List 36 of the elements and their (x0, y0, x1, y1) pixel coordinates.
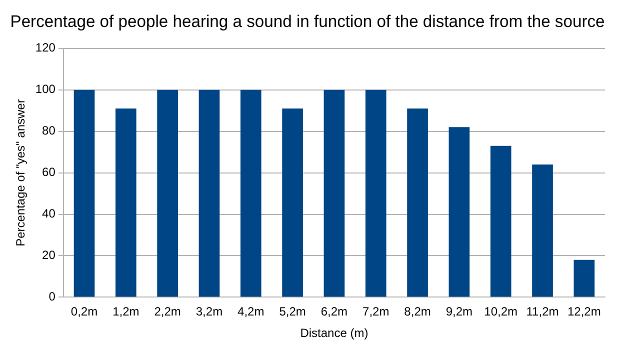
bar (324, 90, 345, 297)
chart-title: Percentage of people hearing a sound in function of the distance from the source (10, 12, 605, 31)
bar (74, 90, 95, 297)
y-tick-label: 20 (42, 248, 56, 262)
bar (365, 90, 386, 297)
x-tick-label: 2,2m (154, 304, 181, 319)
x-tick-label: 5,2m (279, 304, 306, 319)
bar (448, 127, 470, 297)
x-tick-label: 12,2m (567, 304, 601, 319)
x-tick-label: 4,2m (238, 304, 264, 319)
bar (490, 146, 512, 297)
y-tick-label: 120 (35, 40, 56, 55)
y-tick-label: 80 (42, 124, 56, 138)
bar (532, 164, 553, 297)
bar (574, 260, 595, 297)
x-tick-label: 8,2m (404, 304, 431, 319)
y-tick-label: 100 (35, 82, 56, 96)
y-tick-label: 40 (42, 206, 56, 221)
x-tick-label: 3,2m (196, 304, 223, 319)
x-tick-label: 0,2m (70, 304, 98, 319)
bar (198, 90, 220, 297)
x-tick-label: 10,2m (484, 304, 518, 319)
bar (115, 108, 136, 297)
x-tick-label: 11,2m (526, 304, 559, 319)
bar (407, 108, 428, 297)
bar (157, 90, 178, 297)
x-tick-label: 6,2m (320, 304, 348, 319)
y-tick-label: 0 (48, 290, 56, 304)
y-axis-title: Percentage of "yes" answer (14, 99, 28, 246)
bar (282, 108, 303, 297)
bar (240, 90, 262, 297)
x-axis-title: Distance (m) (300, 326, 368, 340)
x-tick-label: 1,2m (112, 304, 140, 319)
x-tick-label: 7,2m (362, 304, 390, 319)
y-tick-label: 60 (42, 165, 56, 180)
x-tick-label: 9,2m (446, 304, 473, 319)
